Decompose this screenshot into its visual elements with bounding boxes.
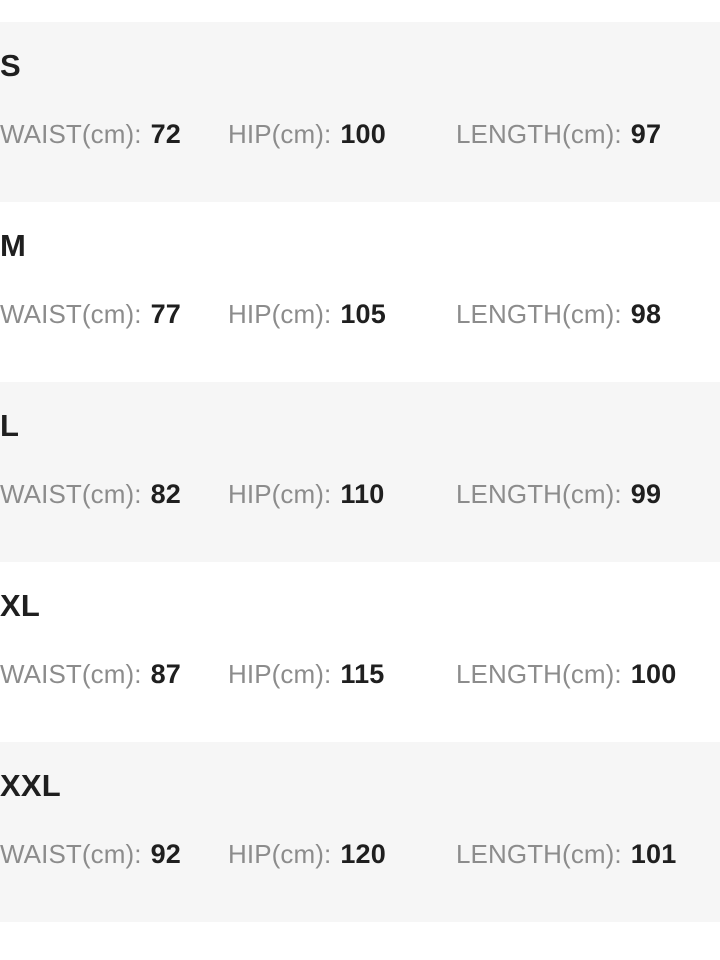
measure-cell-length: LENGTH(cm): 100	[456, 661, 716, 688]
measure-cell-length: LENGTH(cm): 99	[456, 481, 716, 508]
measure-cell-hip: HIP(cm): 115	[228, 661, 456, 688]
hip-label: HIP(cm):	[228, 839, 332, 869]
length-value: 99	[630, 479, 662, 509]
hip-value: 110	[340, 479, 385, 509]
hip-label: HIP(cm):	[228, 479, 332, 509]
hip-value: 105	[340, 299, 386, 329]
length-value: 100	[630, 659, 677, 689]
measure-cell-waist: WAIST(cm): 82	[0, 481, 228, 508]
measurement-line: WAIST(cm): 87 HIP(cm): 115 LENGTH(cm): 1…	[0, 661, 720, 688]
waist-label: WAIST(cm):	[0, 659, 142, 689]
measurement-line: WAIST(cm): 82 HIP(cm): 110 LENGTH(cm): 9…	[0, 481, 720, 508]
waist-label: WAIST(cm):	[0, 119, 142, 149]
measure-cell-hip: HIP(cm): 105	[228, 301, 456, 328]
measure-cell-hip: HIP(cm): 120	[228, 841, 456, 868]
size-label: S	[0, 48, 21, 83]
waist-value: 92	[150, 839, 181, 869]
measurement-line: WAIST(cm): 72 HIP(cm): 100 LENGTH(cm): 9…	[0, 121, 720, 148]
size-label: M	[0, 228, 27, 263]
measurement-line: WAIST(cm): 77 HIP(cm): 105 LENGTH(cm): 9…	[0, 301, 720, 328]
length-label: LENGTH(cm):	[456, 119, 622, 149]
waist-label: WAIST(cm):	[0, 839, 142, 869]
length-label: LENGTH(cm):	[456, 299, 622, 329]
size-label: XL	[0, 588, 41, 623]
table-row[interactable]: S WAIST(cm): 72 HIP(cm): 100 LENGTH(cm):…	[0, 22, 720, 202]
size-chart-table: S WAIST(cm): 72 HIP(cm): 100 LENGTH(cm):…	[0, 22, 720, 922]
length-label: LENGTH(cm):	[456, 839, 622, 869]
measure-cell-length: LENGTH(cm): 101	[456, 841, 716, 868]
waist-value: 87	[150, 659, 181, 689]
length-label: LENGTH(cm):	[456, 659, 622, 689]
hip-value: 100	[340, 119, 386, 149]
waist-label: WAIST(cm):	[0, 299, 142, 329]
measure-cell-hip: HIP(cm): 100	[228, 121, 456, 148]
length-label: LENGTH(cm):	[456, 479, 622, 509]
waist-label: WAIST(cm):	[0, 479, 142, 509]
waist-value: 82	[150, 479, 181, 509]
size-label: XXL	[0, 768, 61, 803]
table-row[interactable]: M WAIST(cm): 77 HIP(cm): 105 LENGTH(cm):…	[0, 202, 720, 382]
waist-value: 77	[150, 299, 181, 329]
length-value: 101	[630, 839, 677, 869]
length-value: 97	[630, 119, 662, 149]
measure-cell-waist: WAIST(cm): 87	[0, 661, 228, 688]
size-label: L	[0, 408, 20, 443]
hip-label: HIP(cm):	[228, 659, 332, 689]
measure-cell-hip: HIP(cm): 110	[228, 481, 456, 508]
table-row[interactable]: XXL WAIST(cm): 92 HIP(cm): 120 LENGTH(cm…	[0, 742, 720, 922]
hip-value: 120	[340, 839, 386, 869]
measure-cell-waist: WAIST(cm): 77	[0, 301, 228, 328]
hip-label: HIP(cm):	[228, 299, 332, 329]
measure-cell-waist: WAIST(cm): 72	[0, 121, 228, 148]
hip-label: HIP(cm):	[228, 119, 332, 149]
measure-cell-length: LENGTH(cm): 97	[456, 121, 716, 148]
measure-cell-length: LENGTH(cm): 98	[456, 301, 716, 328]
table-row[interactable]: XL WAIST(cm): 87 HIP(cm): 115 LENGTH(cm)…	[0, 562, 720, 742]
measurement-line: WAIST(cm): 92 HIP(cm): 120 LENGTH(cm): 1…	[0, 841, 720, 868]
waist-value: 72	[150, 119, 181, 149]
table-row[interactable]: L WAIST(cm): 82 HIP(cm): 110 LENGTH(cm):…	[0, 382, 720, 562]
length-value: 98	[630, 299, 662, 329]
measure-cell-waist: WAIST(cm): 92	[0, 841, 228, 868]
hip-value: 115	[340, 659, 385, 689]
